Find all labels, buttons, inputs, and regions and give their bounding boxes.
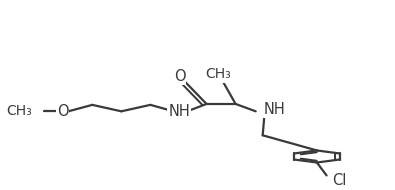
- Text: CH₃: CH₃: [205, 67, 231, 82]
- Text: O: O: [174, 69, 185, 84]
- Text: O: O: [57, 104, 68, 119]
- Text: CH₃: CH₃: [6, 104, 32, 118]
- Text: NH: NH: [263, 102, 285, 117]
- Text: Cl: Cl: [332, 173, 347, 188]
- Text: NH: NH: [169, 104, 190, 119]
